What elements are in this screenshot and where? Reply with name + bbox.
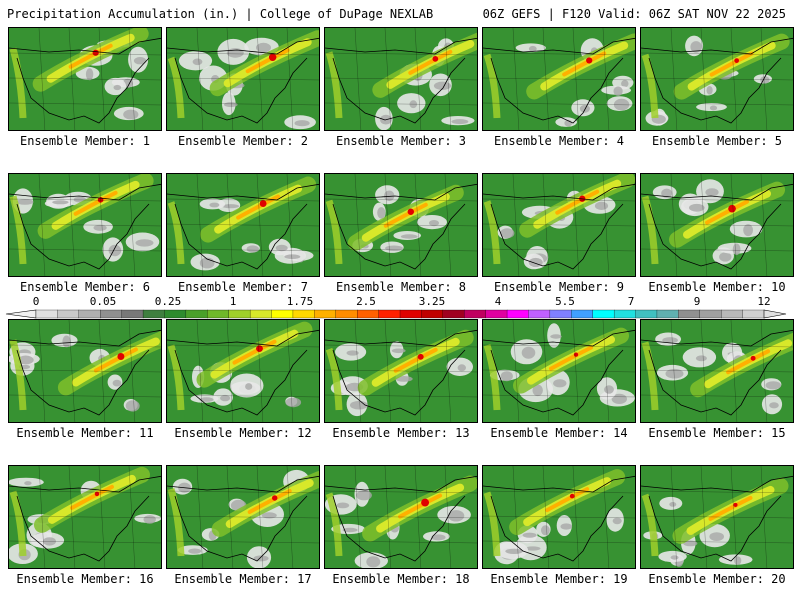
ensemble-panel: Ensemble Member: 1 xyxy=(8,27,162,160)
product-title: Precipitation Accumulation (in.) | Colle… xyxy=(7,7,434,21)
ensemble-member-label: Ensemble Member: 4 xyxy=(493,134,625,148)
ensemble-panel: Ensemble Member: 6 xyxy=(8,173,162,306)
precip-map xyxy=(166,465,320,569)
ensemble-member-label: Ensemble Member: 1 xyxy=(19,134,151,148)
ensemble-member-label: Ensemble Member: 14 xyxy=(490,426,628,440)
precip-map xyxy=(324,27,478,131)
precip-map xyxy=(482,173,636,277)
ensemble-member-label: Ensemble Member: 15 xyxy=(648,426,786,440)
ensemble-panel: Ensemble Member: 2 xyxy=(166,27,320,160)
ensemble-member-label: Ensemble Member: 13 xyxy=(332,426,470,440)
precip-map xyxy=(8,27,162,131)
colorbar: 0 0.05 0.25 1 1.75 2.5 3.25 4 5.5 7 9 12 xyxy=(0,296,800,320)
ensemble-member-label: Ensemble Member: 3 xyxy=(335,134,467,148)
precip-map xyxy=(640,319,794,423)
ensemble-panel: Ensemble Member: 17 xyxy=(166,465,320,598)
ensemble-member-label: Ensemble Member: 19 xyxy=(490,572,628,586)
colorbar-tick-label: 7 xyxy=(627,295,635,308)
precip-map xyxy=(166,173,320,277)
ensemble-panel: Ensemble Member: 20 xyxy=(640,465,794,598)
precip-map xyxy=(8,319,162,423)
header: Precipitation Accumulation (in.) | Colle… xyxy=(0,0,800,28)
precip-map xyxy=(166,27,320,131)
ensemble-panel: Ensemble Member: 9 xyxy=(482,173,636,306)
ensemble-member-label: Ensemble Member: 2 xyxy=(177,134,309,148)
ensemble-member-label: Ensemble Member: 5 xyxy=(651,134,783,148)
ensemble-panel: Ensemble Member: 5 xyxy=(640,27,794,160)
ensemble-member-label: Ensemble Member: 7 xyxy=(177,280,309,294)
run-valid-time: 06Z GEFS | F120 Valid: 06Z SAT NOV 22 20… xyxy=(482,7,786,21)
ensemble-panel: Ensemble Member: 11 xyxy=(8,319,162,452)
ensemble-panel: Ensemble Member: 3 xyxy=(324,27,478,160)
ensemble-panel: Ensemble Member: 10 xyxy=(640,173,794,306)
ensemble-member-label: Ensemble Member: 12 xyxy=(174,426,312,440)
ensemble-panel: Ensemble Member: 4 xyxy=(482,27,636,160)
ensemble-member-label: Ensemble Member: 10 xyxy=(648,280,786,294)
precip-map xyxy=(8,465,162,569)
ensemble-member-label: Ensemble Member: 9 xyxy=(493,280,625,294)
precip-map xyxy=(166,319,320,423)
colorbar-tick-label: 12 xyxy=(757,295,771,308)
colorbar-tick-label: 3.25 xyxy=(418,295,446,308)
ensemble-panel: Ensemble Member: 15 xyxy=(640,319,794,452)
precip-map xyxy=(482,27,636,131)
ensemble-member-label: Ensemble Member: 20 xyxy=(648,572,786,586)
ensemble-member-label: Ensemble Member: 6 xyxy=(19,280,151,294)
precip-map xyxy=(8,173,162,277)
ensemble-panel: Ensemble Member: 19 xyxy=(482,465,636,598)
colorbar-tick-label: 9 xyxy=(693,295,701,308)
precip-map xyxy=(640,27,794,131)
ensemble-member-label: Ensemble Member: 8 xyxy=(335,280,467,294)
precip-map xyxy=(640,173,794,277)
ensemble-panel: Ensemble Member: 12 xyxy=(166,319,320,452)
colorbar-tick-label: 1 xyxy=(229,295,237,308)
ensemble-member-label: Ensemble Member: 17 xyxy=(174,572,312,586)
precip-map xyxy=(482,465,636,569)
ensemble-panel: Ensemble Member: 18 xyxy=(324,465,478,598)
precip-map xyxy=(324,319,478,423)
colorbar-tick-label: 0 xyxy=(32,295,40,308)
precip-map xyxy=(482,319,636,423)
ensemble-panel: Ensemble Member: 7 xyxy=(166,173,320,306)
colorbar-tick-label: 0.25 xyxy=(154,295,182,308)
ensemble-panel: Ensemble Member: 16 xyxy=(8,465,162,598)
colorbar-tick-label: 1.75 xyxy=(286,295,314,308)
ensemble-panel: Ensemble Member: 14 xyxy=(482,319,636,452)
colorbar-tick-label: 2.5 xyxy=(356,295,376,308)
colorbar-tick-label: 0.05 xyxy=(89,295,117,308)
ensemble-member-label: Ensemble Member: 16 xyxy=(16,572,154,586)
colorbar-tick-label: 5.5 xyxy=(555,295,575,308)
ensemble-member-label: Ensemble Member: 18 xyxy=(332,572,470,586)
ensemble-panel: Ensemble Member: 8 xyxy=(324,173,478,306)
colorbar-tick-label: 4 xyxy=(494,295,502,308)
precip-map xyxy=(324,465,478,569)
ensemble-member-label: Ensemble Member: 11 xyxy=(16,426,154,440)
precip-map xyxy=(640,465,794,569)
ensemble-panel: Ensemble Member: 13 xyxy=(324,319,478,452)
precip-map xyxy=(324,173,478,277)
